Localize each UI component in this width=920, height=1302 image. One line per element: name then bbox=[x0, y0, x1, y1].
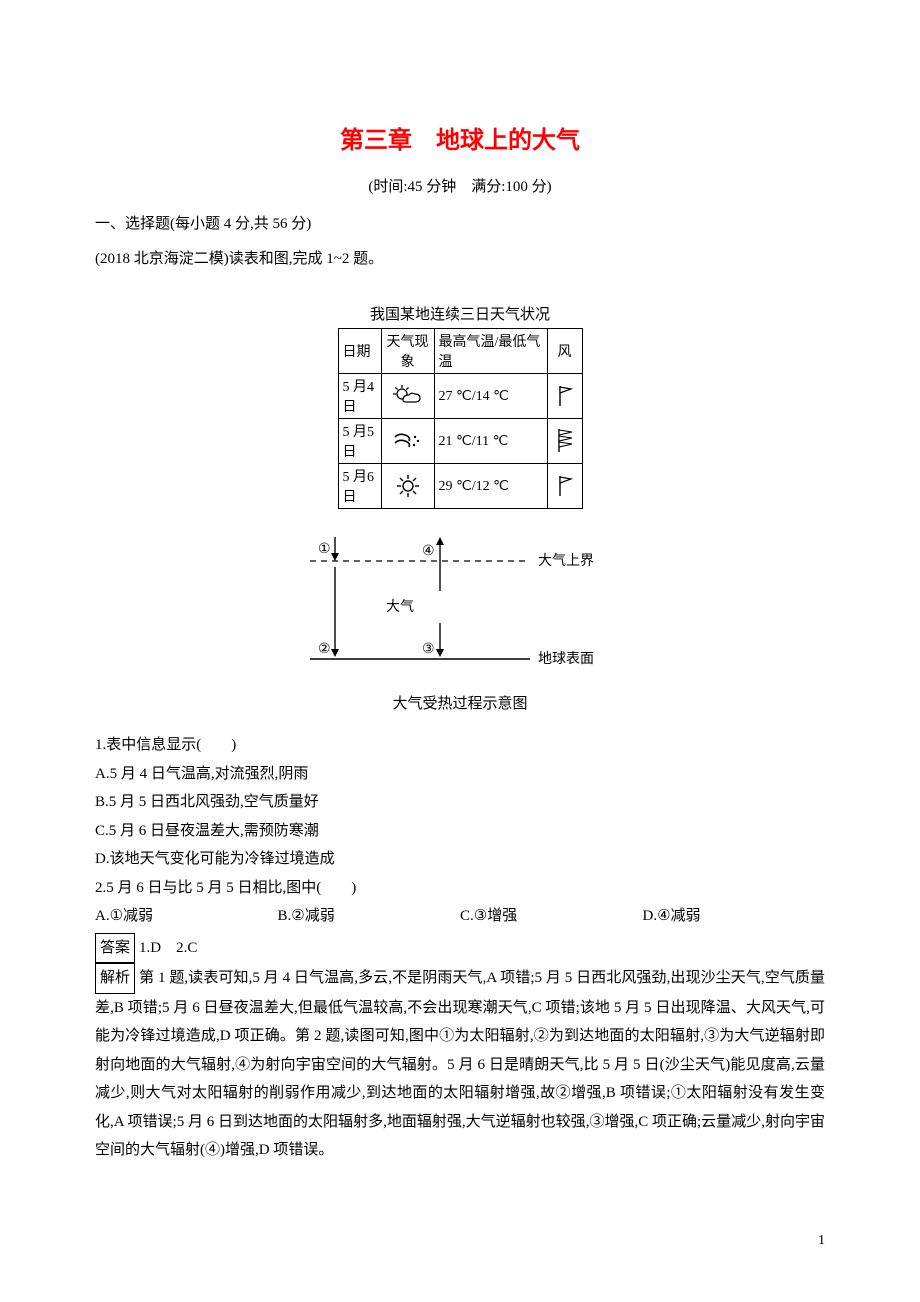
q1-stem: 1.表中信息显示( ) bbox=[95, 731, 825, 760]
page-content: 第三章 地球上的大气 (时间:45 分钟 满分:100 分) 一、选择题(每小题… bbox=[0, 0, 920, 1225]
cell-weather-icon bbox=[381, 464, 434, 509]
table-header-row: 日期 天气现象 最高气温/最低气温 风 bbox=[338, 329, 582, 374]
q2-opt-d: D.④减弱 bbox=[643, 902, 826, 931]
cell-temp: 27 ℃/14 ℃ bbox=[434, 374, 547, 419]
wind-flag-strong-icon bbox=[554, 427, 576, 455]
time-score: (时间:45 分钟 满分:100 分) bbox=[95, 175, 825, 196]
question-intro: (2018 北京海淀二模)读表和图,完成 1~2 题。 bbox=[95, 245, 825, 274]
cell-wind-icon bbox=[547, 374, 582, 419]
label-top: 大气上界 bbox=[538, 553, 594, 569]
q1-opt-b: B.5 月 5 日西北风强劲,空气质量好 bbox=[95, 788, 825, 817]
label-mid: 大气 bbox=[386, 599, 414, 615]
diagram-svg: 大气上界 地球表面 ① ② 大气 ④ ③ bbox=[290, 531, 630, 681]
q2-options: A.①减弱 B.②减弱 C.③增强 D.④减弱 bbox=[95, 902, 825, 931]
cell-wind-icon bbox=[547, 464, 582, 509]
atmosphere-diagram: 大气上界 地球表面 ① ② 大气 ④ ③ bbox=[290, 531, 630, 686]
th-date: 日期 bbox=[338, 329, 381, 374]
q1-opt-d: D.该地天气变化可能为冷锋过境造成 bbox=[95, 845, 825, 874]
chapter-title: 第三章 地球上的大气 bbox=[95, 120, 825, 155]
q1-opt-c: C.5 月 6 日昼夜温差大,需预防寒潮 bbox=[95, 817, 825, 846]
section-heading: 一、选择题(每小题 4 分,共 56 分) bbox=[95, 210, 825, 239]
wind-flag-light-icon bbox=[555, 383, 575, 409]
table-row: 5 月5 日 21 ℃/11 ℃ bbox=[338, 419, 582, 464]
cell-date: 5 月4 日 bbox=[338, 374, 381, 419]
cell-weather-icon bbox=[381, 419, 434, 464]
cell-date: 5 月5 日 bbox=[338, 419, 381, 464]
answer-text: 1.D 2.C bbox=[139, 940, 197, 956]
q1-opt-a: A.5 月 4 日气温高,对流强烈,阴雨 bbox=[95, 760, 825, 789]
cell-temp: 21 ℃/11 ℃ bbox=[434, 419, 547, 464]
th-temp: 最高气温/最低气温 bbox=[434, 329, 547, 374]
explanation-text: 第 1 题,读表可知,5 月 4 日气温高,多云,不是阴雨天气,A 项错;5 月… bbox=[95, 970, 825, 1158]
answer-line: 答案1.D 2.C bbox=[95, 933, 825, 964]
table-row: 5 月4 日 27 ℃/14 ℃ bbox=[338, 374, 582, 419]
explain-label: 解析 bbox=[95, 963, 135, 994]
cell-weather-icon bbox=[381, 374, 434, 419]
cell-wind-icon bbox=[547, 419, 582, 464]
sunny-icon bbox=[393, 473, 423, 499]
page-number: 1 bbox=[0, 1225, 920, 1249]
q2-opt-a: A.①减弱 bbox=[95, 902, 278, 931]
q2-stem: 2.5 月 6 日与比 5 月 5 日相比,图中( ) bbox=[95, 874, 825, 903]
q2-opt-b: B.②减弱 bbox=[278, 902, 461, 931]
cell-temp: 29 ℃/12 ℃ bbox=[434, 464, 547, 509]
mark-2: ② bbox=[318, 642, 331, 657]
explanation-block: 解析第 1 题,读表可知,5 月 4 日气温高,多云,不是阴雨天气,A 项错;5… bbox=[95, 963, 825, 1165]
mark-4: ④ bbox=[422, 544, 435, 559]
cell-date: 5 月6 日 bbox=[338, 464, 381, 509]
th-phenom: 天气现象 bbox=[381, 329, 434, 374]
q2-opt-c: C.③增强 bbox=[460, 902, 643, 931]
mark-3: ③ bbox=[422, 642, 435, 657]
weather-table: 日期 天气现象 最高气温/最低气温 风 5 月4 日 27 ℃/ bbox=[338, 328, 583, 509]
dust-icon bbox=[391, 429, 425, 453]
table-title: 我国某地连续三日天气状况 bbox=[95, 303, 825, 324]
partly-cloudy-icon bbox=[391, 384, 425, 408]
label-bottom: 地球表面 bbox=[538, 651, 594, 667]
answer-label: 答案 bbox=[95, 933, 135, 964]
th-wind: 风 bbox=[547, 329, 582, 374]
mark-1: ① bbox=[318, 542, 331, 557]
diagram-caption: 大气受热过程示意图 bbox=[95, 692, 825, 713]
wind-flag-light-icon bbox=[555, 473, 575, 499]
table-row: 5 月6 日 29 ℃/12 ℃ bbox=[338, 464, 582, 509]
